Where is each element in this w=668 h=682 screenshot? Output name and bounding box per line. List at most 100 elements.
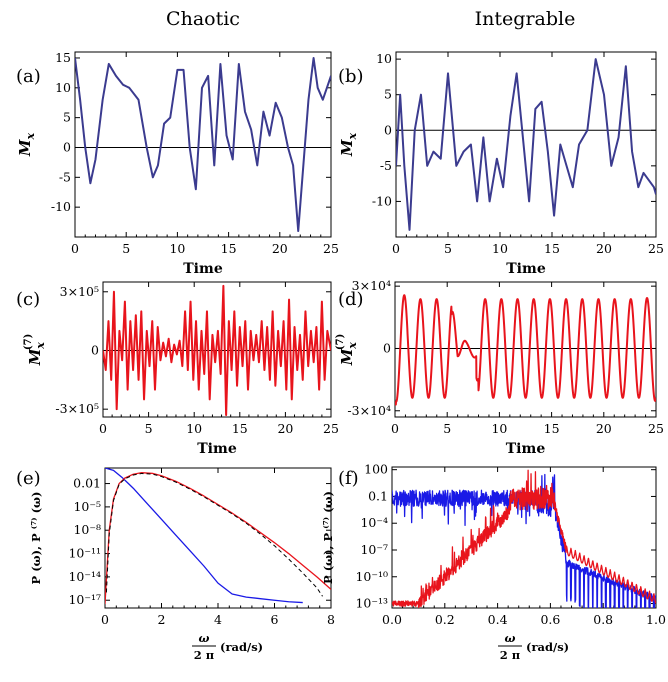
x-tick-label: 2 — [158, 612, 166, 627]
y-tick-label: 10 — [376, 51, 392, 66]
y-tick-label: 3×10⁴ — [352, 278, 391, 293]
column-title-chaotic: Chaotic — [166, 8, 240, 30]
panel-f: (f) 0.0 0.2 0.4 0.6 0.8 1.0 10⁻¹³ 10⁻¹⁰ 10⁻⁷ 10⁻⁴ 0… — [321, 462, 666, 662]
panel-e: (e) 0 2 4 6 8 10⁻¹⁷ 10⁻¹⁴ 10⁻¹¹ 10⁻⁸ 10⁻⁵ 0.01 ω 2 π (… — [16, 467, 335, 662]
x-tick-label: 5 — [443, 421, 451, 436]
y-axis-label: Mx(7) — [335, 334, 359, 367]
panel-label: (f) — [338, 468, 359, 489]
x-tick-label: 25 — [648, 421, 664, 436]
y-axis-label: Mx — [16, 132, 37, 157]
x-tick-label: 6 — [271, 612, 279, 627]
x-axis-label: Time — [506, 441, 546, 457]
x-tick-label: 15 — [544, 241, 560, 256]
plot-frame — [395, 51, 657, 238]
y-axis-label: P (ω), P ⁽⁷⁾ (ω) — [29, 492, 43, 585]
x-axis-label-unit: (rad/s) — [220, 640, 263, 654]
y-tick-label: 0 — [383, 340, 391, 355]
y-tick-label: 10⁻¹⁰ — [355, 569, 388, 584]
y-axis-label-text: P (ω), P ⁽⁷⁾ (ω) — [29, 492, 43, 585]
y-tick-label: 0.1 — [368, 488, 388, 503]
x-axis-label-unit: (rad/s) — [526, 640, 569, 654]
panel-a: (a) 0 5 10 15 20 25 -10 -5 0 5 10 15 Time Mx — [16, 50, 339, 277]
y-tick-label: 0 — [384, 122, 392, 137]
panel-b: (b) 0 5 10 15 20 25 -10 -5 0 5 10 Time Mx — [338, 51, 664, 277]
panel-label: (a) — [16, 66, 41, 87]
y-axis-label: Mx(7) — [23, 334, 47, 367]
svg-text:Mx: Mx — [16, 132, 37, 157]
y-tick-label: 10⁻¹⁷ — [68, 592, 101, 607]
svg-text:Mx(7): Mx(7) — [335, 334, 359, 367]
x-axis-label-denominator: 2 π — [500, 648, 521, 662]
x-tick-label: 10 — [169, 241, 185, 256]
x-tick-label: 8 — [327, 612, 335, 627]
y-tick-label: 10⁻¹¹ — [68, 546, 101, 561]
x-tick-label: 20 — [596, 241, 612, 256]
y-tick-label: 5 — [384, 87, 392, 102]
x-tick-label: 5 — [122, 241, 130, 256]
series-line-0 — [75, 56, 331, 233]
plot-frame — [391, 466, 657, 609]
x-tick-label: 20 — [277, 421, 293, 436]
y-tick-label: 10⁻¹⁴ — [68, 569, 101, 584]
x-tick-label: 0.6 — [540, 612, 560, 627]
x-tick-label: 1.0 — [646, 612, 666, 627]
series-line-2 — [105, 472, 323, 597]
y-tick-label: -10 — [372, 193, 392, 208]
y-tick-label: 10⁻⁷ — [360, 542, 388, 557]
panel-label: (c) — [16, 289, 40, 310]
y-tick-label: 10 — [55, 80, 71, 95]
x-tick-label: 0.8 — [593, 612, 613, 627]
y-axis-label-text: P (ω), P ⁽⁷⁾ (ω) — [321, 491, 335, 584]
x-tick-label: 10 — [186, 421, 202, 436]
x-tick-label: 15 — [221, 241, 237, 256]
x-tick-label: 0 — [101, 612, 109, 627]
x-tick-label: 0 — [99, 421, 107, 436]
y-axis-label: Mx — [338, 132, 359, 157]
panel-label: (e) — [16, 468, 41, 489]
x-axis-label-numerator: ω — [505, 631, 516, 645]
x-tick-label: 20 — [272, 241, 288, 256]
plot-frame — [104, 467, 332, 609]
panel-label: (b) — [338, 66, 364, 87]
y-tick-label: 10⁻⁸ — [73, 522, 101, 537]
x-tick-label: 15 — [232, 421, 248, 436]
x-tick-label: 0.0 — [382, 612, 402, 627]
x-tick-label: 25 — [323, 241, 339, 256]
y-tick-label: 5 — [63, 110, 71, 125]
x-tick-label: 25 — [323, 421, 339, 436]
y-tick-label: 10⁻⁴ — [360, 515, 388, 530]
x-tick-label: 20 — [596, 421, 612, 436]
y-tick-label: 10⁻⁵ — [73, 499, 101, 514]
x-axis-label: Time — [506, 261, 546, 277]
y-axis-label: P (ω), P ⁽⁷⁾ (ω) — [321, 491, 335, 584]
y-tick-label: -5 — [380, 158, 392, 173]
y-tick-label: 3×10⁵ — [60, 284, 99, 299]
y-tick-label: -3×10⁴ — [347, 403, 391, 418]
x-tick-label: 0 — [392, 241, 400, 256]
x-tick-label: 25 — [648, 241, 664, 256]
y-tick-label: 0.01 — [73, 476, 101, 491]
x-tick-label: 0 — [391, 421, 399, 436]
y-tick-label: 0 — [91, 342, 99, 357]
series-line-0 — [103, 284, 331, 417]
series-line-0 — [396, 58, 656, 231]
y-tick-label: 15 — [55, 50, 71, 65]
x-axis-label-denominator: 2 π — [194, 648, 215, 662]
x-tick-label: 0.2 — [435, 612, 455, 627]
plot-frame — [394, 281, 657, 418]
x-tick-label: 10 — [491, 421, 507, 436]
series-line-0 — [395, 294, 656, 406]
x-tick-label: 0 — [71, 241, 79, 256]
svg-text:Mx(7): Mx(7) — [23, 334, 47, 367]
series-line-1 — [392, 469, 656, 608]
x-tick-label: 0.4 — [488, 612, 508, 627]
x-tick-label: 5 — [145, 421, 153, 436]
column-title-integrable: Integrable — [475, 8, 576, 30]
x-tick-label: 4 — [214, 612, 222, 627]
y-tick-label: 100 — [364, 462, 388, 477]
x-axis-label: Time — [197, 441, 237, 457]
svg-text:Mx: Mx — [338, 132, 359, 157]
